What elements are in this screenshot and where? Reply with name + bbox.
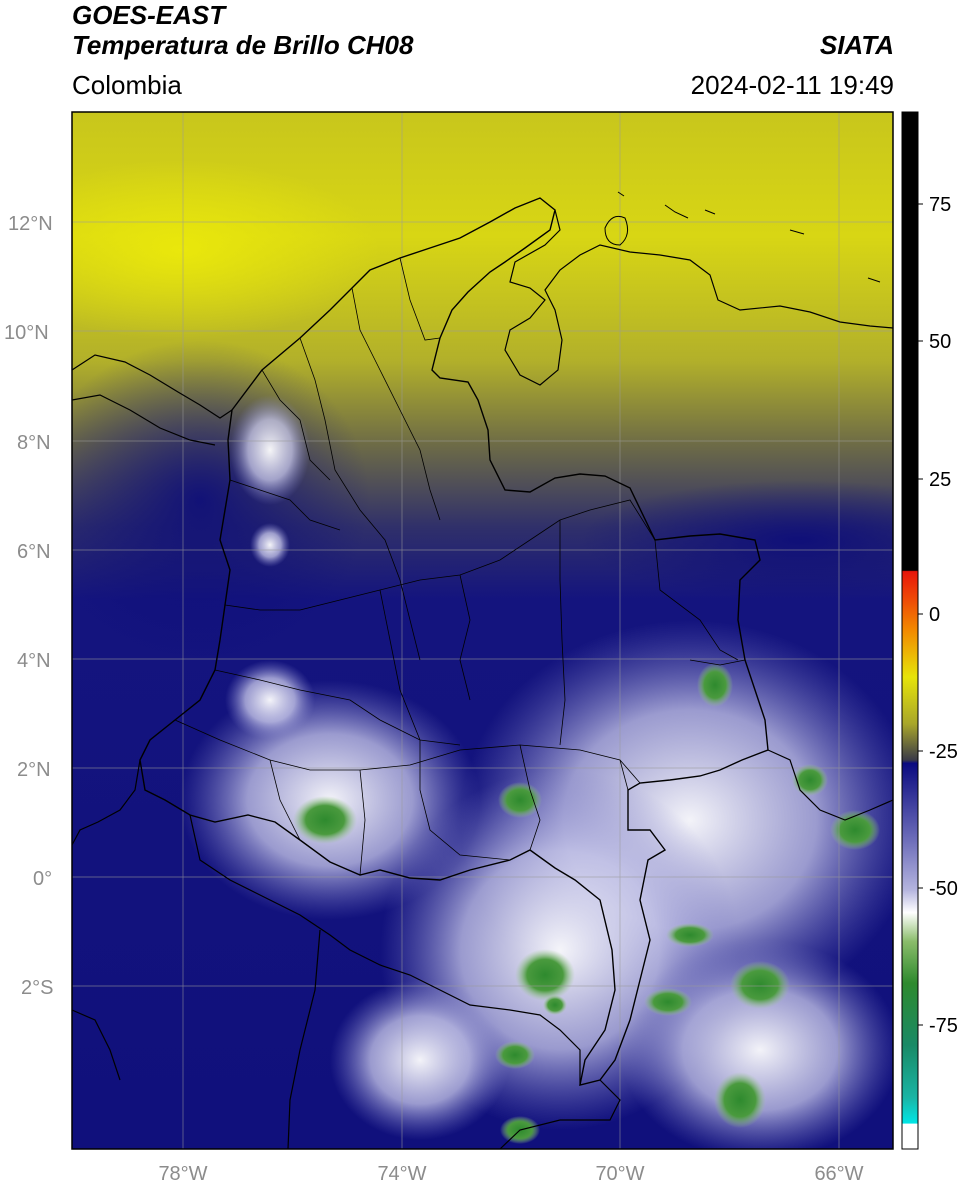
lat-tick: 2°S	[21, 977, 53, 999]
cold-top-9	[792, 764, 828, 796]
caribbean-islands	[604, 191, 881, 283]
lon-tick: 70°W	[595, 1163, 644, 1185]
cold-top-2	[697, 663, 733, 707]
lat-tick: 4°N	[17, 650, 51, 672]
panama-coast	[72, 354, 233, 446]
cloud-cell-west	[225, 660, 315, 740]
colorbar-tick-label: -75	[929, 1015, 958, 1037]
lon-tick: 66°W	[814, 1163, 863, 1185]
colorbar-tick-label: 75	[929, 194, 951, 216]
product-title: Temperatura de Brillo CH08	[72, 30, 414, 60]
lat-tick: 12°N	[8, 213, 53, 235]
organization-label: SIATA	[819, 30, 894, 60]
cold-top-11	[543, 995, 567, 1015]
brazil-border	[499, 749, 893, 1149]
lat-tick: 10°N	[4, 322, 49, 344]
cold-top-1	[293, 796, 357, 844]
region-label: Colombia	[72, 70, 182, 100]
colorbar-tick-label: 50	[929, 331, 951, 353]
ecuador-peru-border	[72, 759, 581, 1149]
lat-tick: 0°	[33, 868, 52, 890]
graticule	[72, 112, 893, 1149]
cold-top-5	[714, 1072, 766, 1128]
lat-tick: 8°N	[17, 432, 51, 454]
cold-top-10	[666, 923, 714, 947]
department-borders	[174, 257, 746, 876]
cold-top-7	[498, 782, 542, 818]
dry-air-yellow-area	[72, 160, 380, 340]
cloud-region-southeast	[620, 940, 893, 1149]
satellite-image	[72, 112, 893, 1149]
cold-top-6	[830, 810, 880, 850]
lon-tick: 78°W	[158, 1163, 207, 1185]
datetime-label: 2024-02-11 19:49	[690, 70, 894, 100]
venezuela-border	[504, 209, 893, 386]
lat-tick: 2°N	[17, 759, 51, 781]
moist-band-west	[72, 340, 370, 660]
cold-top-8	[495, 1041, 535, 1069]
colorbar-ticks	[918, 203, 923, 1026]
satellite-title: GOES-EAST	[72, 0, 226, 30]
colorbar-tick-label: -50	[929, 878, 958, 900]
cloud-cell-northwest	[230, 395, 310, 505]
map-frame	[71, 111, 894, 1150]
cold-top-3	[515, 949, 575, 1001]
cold-top-4	[730, 961, 790, 1009]
cloud-cell-small	[250, 523, 290, 567]
cold-top-13	[644, 988, 692, 1016]
lon-tick: 74°W	[377, 1163, 426, 1185]
colorbar-tick-label: 25	[929, 469, 951, 491]
cloud-region-southwest	[330, 980, 510, 1140]
colorbar-tick-label: 0	[929, 604, 940, 626]
lat-tick: 6°N	[17, 541, 51, 563]
colorbar-tick-label: -25	[929, 741, 958, 763]
colorbar	[901, 111, 919, 1150]
